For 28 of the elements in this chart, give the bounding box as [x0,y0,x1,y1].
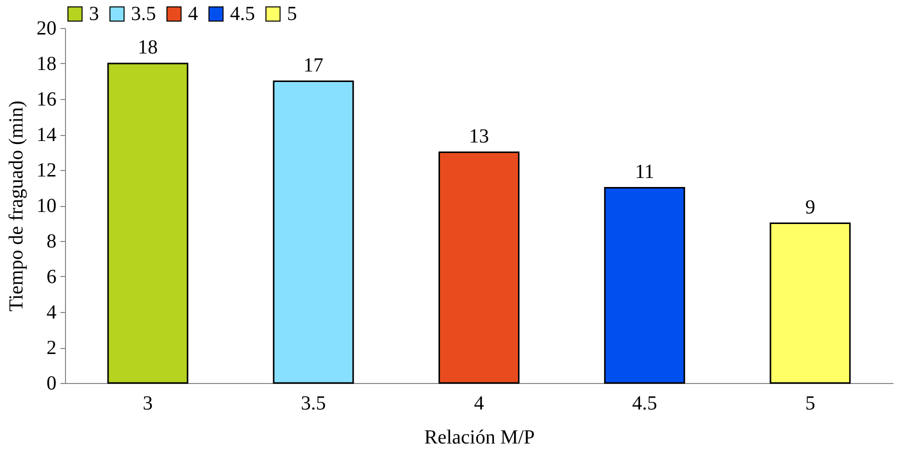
y-tick-label: 2 [46,337,56,359]
data-label: 13 [469,125,489,148]
legend-label: 5 [287,3,297,25]
y-axis-title: Tiempo de fraguado (min) [6,100,28,312]
data-label: 17 [303,54,324,76]
y-tick-label: 12 [36,160,56,182]
y-tick-label: 4 [46,302,56,324]
x-axis-title: Relación M/P [424,426,535,448]
x-tick-label: 4.5 [632,392,658,414]
x-tick-label: 4 [474,392,484,414]
y-tick-label: 18 [36,53,56,75]
legend-label: 4 [188,3,198,25]
legend-label: 3.5 [131,3,156,25]
y-tick-label: 16 [36,88,56,110]
x-tick-label: 3.5 [300,392,326,414]
y-tick-label: 10 [36,195,56,217]
y-tick-label: 14 [36,124,56,146]
y-tick-label: 6 [46,266,56,288]
x-tick-label: 5 [805,392,816,414]
y-tick-label: 20 [36,18,56,40]
y-tick-label: 8 [46,230,56,252]
legend-label: 4.5 [230,3,255,25]
data-label: 9 [805,196,816,218]
data-label: 18 [138,36,158,58]
data-label: 11 [634,160,654,183]
legend-label: 3 [89,3,99,25]
y-tick-label: 0 [46,372,56,394]
x-tick-label: 3 [142,392,153,414]
